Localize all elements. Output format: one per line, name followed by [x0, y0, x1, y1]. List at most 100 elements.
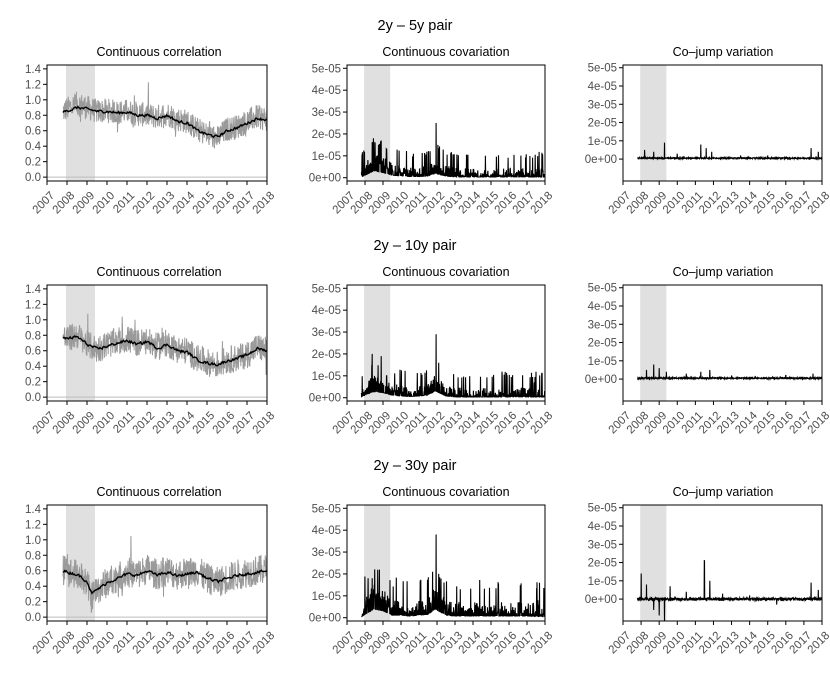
panel-1-1: Continuous covariation 0e+00 1e-05 2e-05 3e-…	[309, 265, 556, 436]
y-tick-label: 3e-05	[312, 107, 341, 119]
x-tick-label: 2017	[231, 630, 258, 657]
y-tick-label: 0.2	[25, 157, 41, 169]
y-tick-label: 0.8	[25, 110, 41, 122]
series-raw-line	[62, 535, 267, 613]
panel-title: Continuous covariation	[382, 265, 509, 279]
series-smooth-line	[62, 105, 267, 139]
y-tick-label: 2e-05	[312, 569, 341, 581]
y-tick-label: 4e-05	[588, 301, 617, 313]
y-tick-label: 1e-05	[588, 356, 617, 368]
x-tick-label: 2012	[131, 410, 158, 437]
y-tick-label: 0.4	[25, 141, 42, 153]
x-tick-label: 2013	[151, 410, 178, 437]
x-tick-label: 2010	[91, 190, 118, 217]
series-group	[361, 534, 545, 618]
x-tick-label: 2016	[211, 190, 238, 217]
y-tick-label: 1.0	[25, 315, 41, 327]
series-group	[637, 142, 822, 161]
series-line	[636, 560, 822, 621]
group-title: 2y – 10y pair	[373, 238, 456, 254]
shaded-period	[640, 65, 667, 181]
series-group	[62, 535, 267, 613]
panel-title: Continuous covariation	[382, 45, 509, 59]
x-tick-label: 2009	[71, 630, 98, 657]
y-tick-label: 3e-05	[312, 327, 341, 339]
group-title: 2y – 5y pair	[378, 18, 453, 34]
y-tick-label: 5e-05	[588, 503, 617, 515]
y-tick-label: 0.8	[25, 550, 41, 562]
x-tick-label: 2012	[131, 630, 158, 657]
plot-frame	[346, 284, 546, 402]
series-group	[637, 364, 822, 381]
panel-title: Co–jump variation	[673, 45, 774, 59]
group-2: 2y – 30y pair Continuous correlation 0.0 0.…	[25, 458, 830, 656]
y-tick-label: 5e-05	[588, 283, 617, 295]
y-tick-label: 1e-05	[312, 151, 341, 163]
series-smooth-line	[62, 569, 267, 595]
x-tick-label: 2009	[71, 190, 98, 217]
x-tick-label: 2013	[151, 630, 178, 657]
series-raw-line	[62, 313, 267, 377]
plot-frame	[46, 64, 268, 182]
x-tick-label: 2016	[211, 410, 238, 437]
x-tick-label: 2007	[31, 190, 58, 217]
plot-frame	[46, 504, 268, 622]
panel-title: Co–jump variation	[673, 485, 774, 499]
x-tick-label: 2013	[151, 190, 178, 217]
y-tick-label: 2e-05	[312, 349, 341, 361]
x-tick-label: 2014	[171, 409, 198, 436]
plot-frame	[46, 284, 268, 402]
panel-0-1: Continuous covariation 0e+00 1e-05 2e-05 3e-…	[309, 45, 556, 216]
y-tick-label: 5e-05	[312, 63, 341, 75]
x-tick-label: 2008	[51, 630, 78, 657]
y-tick-label: 2e-05	[588, 118, 617, 130]
y-tick-label: 2e-05	[588, 338, 617, 350]
x-tick-label: 2018	[251, 190, 278, 217]
y-tick-label: 0.6	[25, 346, 41, 358]
panel-2-2: Co–jump variation 0e+00 1e-05 2e-05 3e-05 4e-…	[585, 485, 830, 656]
plot-frame	[346, 64, 546, 182]
y-tick-label: 3e-05	[588, 99, 617, 111]
x-tick-label: 2018	[251, 410, 278, 437]
y-tick-label: 1.0	[25, 95, 41, 107]
panel-0-2: Co–jump variation 0e+00 1e-05 2e-05 3e-05 4e-…	[585, 45, 830, 216]
y-tick-label: 0.2	[25, 597, 41, 609]
y-tick-label: 0e+00	[309, 173, 341, 185]
y-tick-label: 2e-05	[588, 558, 617, 570]
y-tick-label: 2e-05	[312, 129, 341, 141]
x-tick-label: 2008	[51, 190, 78, 217]
x-tick-label: 2007	[31, 410, 58, 437]
y-tick-label: 1.2	[25, 79, 41, 91]
y-tick-label: 5e-05	[588, 63, 617, 75]
group-0: 2y – 5y pair Continuous correlation 0.0 0.2…	[25, 18, 830, 216]
shaded-period	[640, 285, 667, 401]
y-tick-label: 5e-05	[312, 283, 341, 295]
y-tick-label: 0.6	[25, 126, 41, 138]
panel-title: Co–jump variation	[673, 265, 774, 279]
y-tick-label: 0.0	[25, 612, 41, 624]
panel-1-2: Co–jump variation 0e+00 1e-05 2e-05 3e-05 4e-…	[585, 265, 830, 436]
y-tick-label: 1.4	[25, 64, 42, 76]
series-line	[637, 364, 822, 381]
x-tick-label: 2015	[191, 410, 218, 437]
y-tick-label: 4e-05	[588, 81, 617, 93]
y-tick-label: 1.2	[25, 519, 41, 531]
y-tick-label: 1e-05	[312, 591, 341, 603]
x-tick-label: 2016	[211, 630, 238, 657]
series-group	[360, 334, 545, 398]
x-tick-label: 2014	[171, 189, 198, 216]
y-tick-label: 1.4	[25, 504, 42, 516]
x-tick-label: 2014	[171, 629, 198, 656]
x-tick-label: 2018	[251, 630, 278, 657]
y-tick-label: 0e+00	[309, 613, 341, 625]
panel-0-0: Continuous correlation 0.0 0.2 0.4 0.6 0.8 1.0…	[25, 45, 277, 216]
group-title: 2y – 30y pair	[373, 458, 456, 474]
panel-title: Continuous correlation	[96, 265, 221, 279]
series-group	[636, 560, 822, 621]
panel-title: Continuous correlation	[96, 485, 221, 499]
y-tick-label: 1e-05	[588, 136, 617, 148]
y-tick-label: 1e-05	[312, 371, 341, 383]
x-tick-label: 2017	[231, 410, 258, 437]
y-tick-label: 1e-05	[588, 576, 617, 588]
x-tick-label: 2009	[71, 410, 98, 437]
